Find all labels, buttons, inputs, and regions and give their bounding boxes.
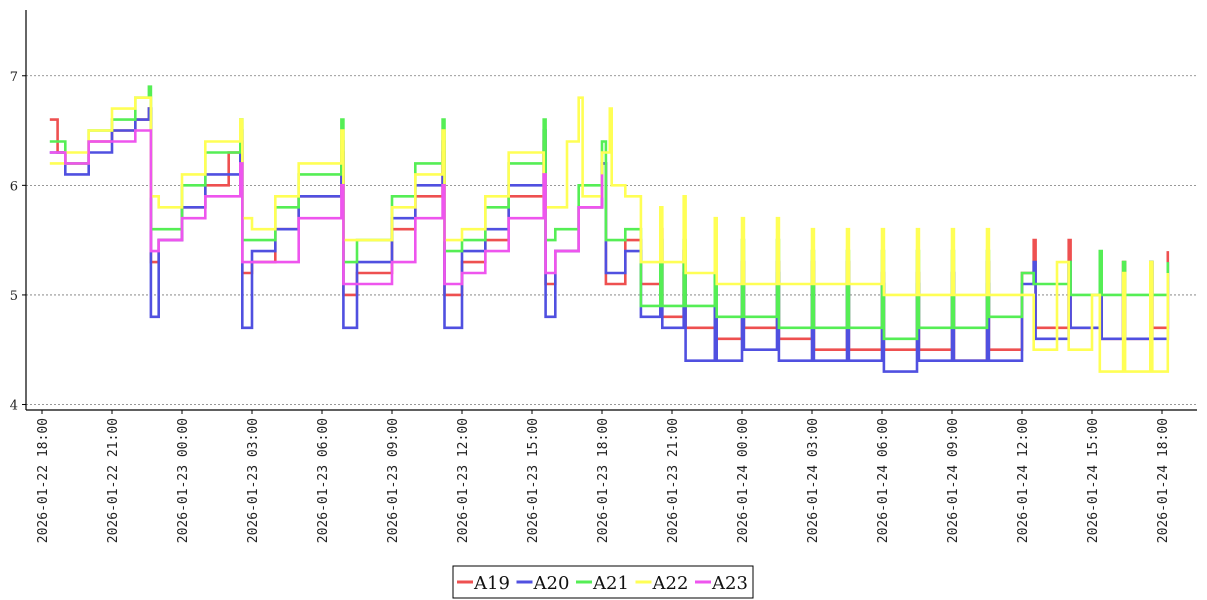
x-tick-label: 2026-01-22 21:00 bbox=[106, 418, 121, 543]
legend-label-a20: A20 bbox=[533, 573, 570, 594]
x-tick-label: 2026-01-24 03:00 bbox=[806, 418, 821, 543]
y-tick-label-6: 6 bbox=[10, 179, 18, 194]
x-tick-label: 2026-01-23 03:00 bbox=[246, 418, 261, 543]
x-tick-label: 2026-01-24 15:00 bbox=[1086, 418, 1101, 543]
x-tick-label: 2026-01-23 15:00 bbox=[526, 418, 541, 543]
x-tick-label: 2026-01-24 00:00 bbox=[736, 418, 751, 543]
legend-label-a21: A21 bbox=[592, 573, 629, 594]
x-tick-label: 2026-01-24 12:00 bbox=[1016, 418, 1031, 543]
y-tick-label-7: 7 bbox=[10, 70, 18, 85]
x-tick-label: 2026-01-24 06:00 bbox=[876, 418, 891, 543]
y-tick-label-5: 5 bbox=[10, 289, 18, 304]
legend: A19 A20 A21 A22 A23 bbox=[452, 565, 754, 599]
x-tick-label: 2026-01-23 00:00 bbox=[176, 418, 191, 543]
x-tick-label: 2026-01-23 09:00 bbox=[386, 418, 401, 543]
x-tick-label: 2026-01-24 18:00 bbox=[1156, 418, 1171, 543]
legend-label-a23: A23 bbox=[711, 573, 748, 594]
x-tick-label: 2026-01-23 06:00 bbox=[316, 418, 331, 543]
x-tick-label: 2026-01-22 18:00 bbox=[36, 418, 51, 543]
x-tick-label: 2026-01-24 09:00 bbox=[946, 418, 961, 543]
y-tick-label-4: 4 bbox=[10, 399, 18, 414]
legend-label-a19: A19 bbox=[473, 573, 510, 594]
axes bbox=[25, 10, 1197, 411]
plot-area bbox=[49, 85, 1170, 373]
x-tick-label: 2026-01-23 21:00 bbox=[666, 418, 681, 543]
series-line-a22 bbox=[49, 96, 1170, 373]
x-tick-label: 2026-01-23 18:00 bbox=[596, 418, 611, 543]
x-tick-label: 2026-01-23 12:00 bbox=[456, 418, 471, 543]
x-tick-labels: 2026-01-22 18:00 2026-01-22 21:00 2026-01-… bbox=[36, 410, 1171, 543]
series-line-a23 bbox=[49, 129, 604, 286]
legend-label-a22: A22 bbox=[652, 573, 689, 594]
y-tick-labels: 4 5 6 7 bbox=[10, 70, 26, 414]
